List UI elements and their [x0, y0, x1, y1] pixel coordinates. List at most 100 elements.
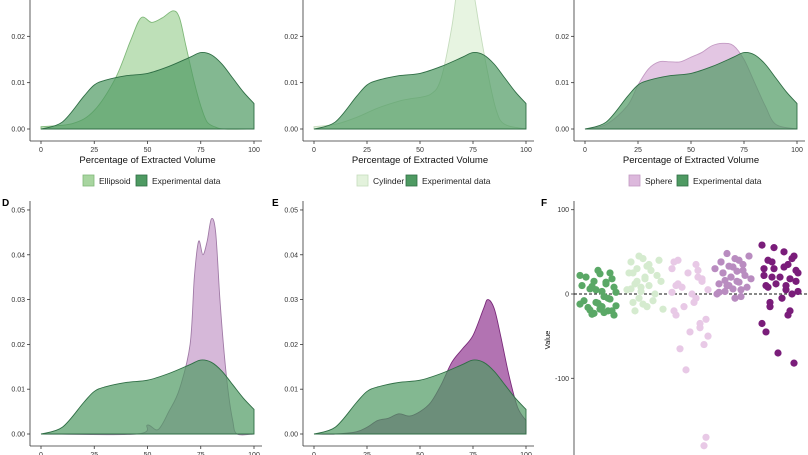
- y-tick-label: 0.00: [284, 127, 298, 134]
- data-point: [633, 277, 641, 285]
- data-point: [780, 248, 788, 256]
- data-point: [768, 273, 776, 281]
- data-point: [692, 260, 700, 269]
- data-point: [778, 294, 786, 302]
- y-tick-label: 0.01: [555, 80, 569, 87]
- x-tick-label: 25: [363, 147, 371, 154]
- data-point: [655, 256, 663, 264]
- data-point: [774, 349, 782, 357]
- y-tick-label: 0.01: [11, 387, 25, 394]
- data-point: [649, 297, 657, 305]
- data-point: [731, 294, 739, 302]
- legend-swatch-experimental: [405, 174, 418, 187]
- x-tick-label: 50: [144, 147, 152, 154]
- data-point: [717, 258, 725, 266]
- x-tick-label: 0: [312, 147, 316, 154]
- data-point: [721, 276, 729, 285]
- data-point: [692, 294, 700, 302]
- x-tick-label: 50: [416, 452, 424, 455]
- y-tick-label: 0.05: [11, 207, 25, 214]
- data-point: [747, 275, 755, 283]
- data-point: [696, 319, 704, 328]
- data-point: [682, 366, 690, 374]
- data-point: [612, 288, 620, 296]
- legend-swatch-experimental: [676, 174, 689, 187]
- y-tick-label: 0.00: [555, 127, 569, 134]
- y-tick-label: 100: [557, 207, 569, 214]
- x-tick-label: 75: [740, 147, 748, 154]
- data-point: [766, 303, 774, 311]
- data-point: [637, 287, 645, 296]
- data-point: [702, 433, 710, 441]
- panel-f: 100 0 -100 Value: [543, 201, 808, 455]
- data-point: [721, 287, 729, 296]
- density-experimental: [313, 359, 527, 435]
- data-point: [725, 262, 733, 270]
- y-tick-label: 0.01: [284, 80, 298, 87]
- x-tick-label: 75: [469, 147, 477, 154]
- data-point: [727, 273, 735, 281]
- legend-label-experimental: Experimental data: [693, 176, 762, 186]
- data-point: [668, 265, 676, 273]
- data-point: [790, 359, 798, 367]
- data-point: [643, 262, 651, 270]
- data-point: [578, 281, 586, 290]
- legend-swatch-cylinder: [356, 174, 369, 187]
- data-point: [770, 244, 778, 252]
- y-tick-label: 0.02: [11, 342, 25, 349]
- panel-b: 0.00 0.01 0.02 0 25 50 75 100 Percentage of Extr…: [284, 0, 534, 166]
- y-tick-label: 0.00: [11, 127, 25, 134]
- data-point: [737, 286, 745, 294]
- x-tick-label: 100: [248, 452, 260, 455]
- data-point: [576, 300, 584, 308]
- data-point: [758, 241, 766, 249]
- data-point: [782, 281, 790, 290]
- y-tick-label: 0.03: [284, 297, 298, 304]
- data-point: [704, 286, 712, 294]
- x-tick-label: 75: [197, 147, 205, 154]
- data-point: [639, 300, 647, 308]
- data-point: [770, 265, 778, 273]
- data-point: [731, 254, 739, 263]
- x-axis-title: Percentage of Extracted Volume: [352, 155, 488, 166]
- data-point: [645, 281, 653, 290]
- data-point: [741, 271, 749, 280]
- y-tick-label: 0.01: [11, 80, 25, 87]
- data-point: [657, 277, 665, 285]
- data-point: [772, 280, 780, 288]
- data-point: [653, 271, 661, 280]
- legend-label-ellipsoid: Ellipsoid: [99, 176, 131, 186]
- x-tick-label: 100: [791, 147, 803, 154]
- data-point: [729, 285, 737, 293]
- x-tick-label: 25: [363, 452, 371, 455]
- data-point: [686, 328, 694, 336]
- data-point: [604, 307, 612, 315]
- x-tick-label: 50: [144, 452, 152, 455]
- data-point: [702, 315, 710, 323]
- data-point: [764, 283, 772, 291]
- panel-a: 0.00 0.01 0.02 0 25 50 75 100 Percentage of Extr…: [11, 0, 262, 166]
- legend-b: Cylinder Experimental data: [356, 174, 491, 187]
- legend-label-experimental: Experimental data: [422, 176, 491, 186]
- x-tick-label: 0: [39, 452, 43, 455]
- data-point: [651, 290, 659, 298]
- data-point: [676, 345, 684, 353]
- y-tick-label: 0.03: [11, 297, 25, 304]
- y-tick-label: 0.00: [11, 432, 25, 439]
- data-point: [700, 340, 708, 349]
- x-tick-label: 75: [469, 452, 477, 455]
- y-tick-label: 0.04: [284, 252, 298, 259]
- y-tick-label: 0.02: [284, 34, 298, 41]
- data-point: [723, 249, 731, 258]
- data-point: [606, 269, 614, 277]
- legend-a: Ellipsoid Experimental data: [82, 174, 221, 187]
- data-point: [594, 299, 602, 307]
- legend-c: Sphere Experimental data: [628, 174, 762, 187]
- data-point: [588, 282, 596, 291]
- data-point: [596, 270, 604, 278]
- data-point: [735, 278, 743, 286]
- y-tick-label: 0.05: [284, 207, 298, 214]
- y-tick-label: 0: [565, 292, 569, 299]
- data-point: [788, 254, 796, 263]
